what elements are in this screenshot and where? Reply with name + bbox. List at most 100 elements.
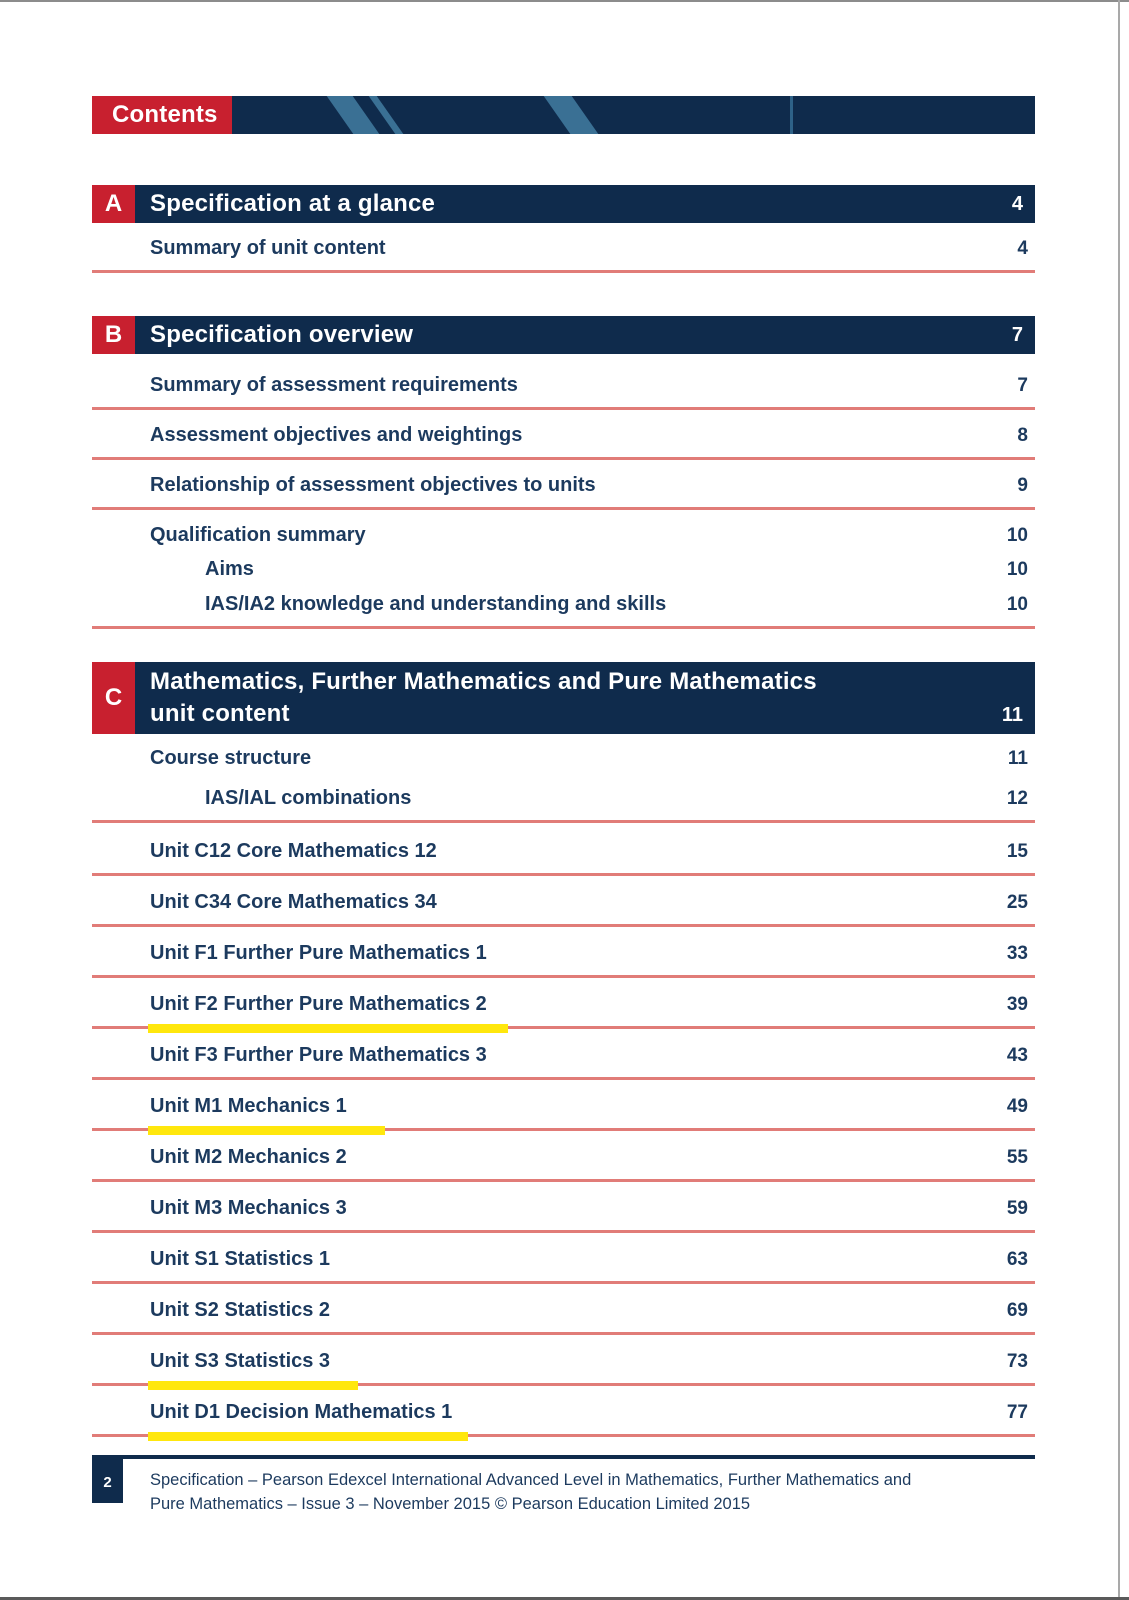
- toc-entry-page: 11: [1007, 748, 1028, 769]
- toc-entry[interactable]: Course structure 11: [92, 747, 1035, 770]
- toc-entry-page: 77: [1006, 1402, 1028, 1423]
- toc-entry-label: IAS/IA2 knowledge and understanding and …: [205, 593, 667, 615]
- entry-rule: [92, 820, 1035, 823]
- toc-entry-label: Summary of unit content: [150, 237, 386, 259]
- toc-entry-label: Unit C12 Core Mathematics 12: [150, 840, 437, 862]
- toc-entry[interactable]: Summary of assessment requirements 7: [92, 374, 1035, 410]
- toc-entry[interactable]: Unit S2 Statistics 2 69: [92, 1299, 1035, 1335]
- section-bar-body: Mathematics, Further Mathematics and Pur…: [135, 662, 1035, 734]
- toc-entry-label: Relationship of assessment objectives to…: [150, 474, 596, 496]
- toc-entry[interactable]: Aims 10: [92, 558, 1035, 581]
- section-letter: B: [92, 316, 135, 354]
- section-bar-c[interactable]: C Mathematics, Further Mathematics and P…: [92, 662, 1035, 734]
- toc-entry-label: IAS/IAL combinations: [205, 787, 412, 809]
- toc-content: Contents A Specification at a glance 4 S…: [92, 0, 1035, 1441]
- toc-entry-label: Course structure: [150, 747, 312, 769]
- entry-rule: [92, 507, 1035, 510]
- toc-entry[interactable]: Relationship of assessment objectives to…: [92, 474, 1035, 510]
- footer-rule: [92, 1455, 1035, 1459]
- entry-rule: [92, 1026, 1035, 1029]
- toc-entry-label: Unit M3 Mechanics 3: [150, 1197, 347, 1219]
- toc-entry-page: 55: [1006, 1147, 1028, 1168]
- toc-entry-page: 63: [1006, 1249, 1028, 1270]
- toc-entry-page: 15: [1006, 841, 1028, 862]
- toc-entry[interactable]: Unit S3 Statistics 3 73: [92, 1350, 1035, 1390]
- toc-entry-page: 25: [1006, 892, 1028, 913]
- entry-rule: [92, 1179, 1035, 1182]
- toc-entry-label: Summary of assessment requirements: [150, 374, 518, 396]
- page-edge-right: [1118, 0, 1120, 1600]
- toc-entry[interactable]: Unit C34 Core Mathematics 34 25: [92, 891, 1035, 927]
- section-title-line2: unit content: [150, 700, 290, 727]
- toc-entry[interactable]: Summary of unit content 4: [92, 237, 1035, 273]
- toc-entry-label: Unit M2 Mechanics 2: [150, 1146, 347, 1168]
- toc-entry-page: 49: [1006, 1096, 1028, 1117]
- header-stripe-band: [232, 96, 1035, 134]
- toc-entry-page: 73: [1006, 1351, 1028, 1372]
- toc-entry-page: 10: [1006, 594, 1028, 615]
- toc-entry-page: 8: [1017, 425, 1028, 446]
- entry-rule: [92, 1128, 1035, 1131]
- toc-entry-page: 43: [1006, 1045, 1028, 1066]
- entry-rule: [92, 1332, 1035, 1335]
- toc-entry-page: 69: [1006, 1300, 1028, 1321]
- section-bar-body: Specification at a glance 4: [135, 185, 1035, 223]
- contents-header-bar: Contents: [92, 96, 1035, 134]
- vertical-accent-line: [790, 96, 793, 134]
- toc-entry[interactable]: Unit M3 Mechanics 3 59: [92, 1197, 1035, 1233]
- highlight-marker: [148, 1381, 358, 1390]
- entry-rule: [92, 924, 1035, 927]
- footer-page-number-badge: 2: [92, 1455, 123, 1503]
- section-title: Mathematics, Further Mathematics and Pur…: [150, 664, 1002, 732]
- diagonal-stripe-icon: [538, 96, 604, 134]
- toc-entry-page: 12: [1006, 788, 1028, 809]
- entry-rule: [92, 1230, 1035, 1233]
- toc-entry[interactable]: Qualification summary 10: [92, 524, 1035, 547]
- toc-entry[interactable]: Unit M1 Mechanics 1 49: [92, 1095, 1035, 1135]
- toc-entry-page: 39: [1006, 994, 1028, 1015]
- toc-entry[interactable]: Unit F3 Further Pure Mathematics 3 43: [92, 1044, 1035, 1080]
- toc-entry-label: Qualification summary: [150, 524, 366, 546]
- section-page-number: 11: [1001, 704, 1023, 726]
- toc-entry-label: Unit M1 Mechanics 1: [150, 1095, 347, 1117]
- section-bar-b[interactable]: B Specification overview 7: [92, 316, 1035, 354]
- toc-entry[interactable]: Unit F1 Further Pure Mathematics 1 33: [92, 942, 1035, 978]
- section-bar-body: Specification overview 7: [135, 316, 1035, 354]
- toc-entry-page: 4: [1017, 238, 1028, 259]
- entry-rule: [92, 1434, 1035, 1437]
- footer-text: Specification – Pearson Edexcel Internat…: [150, 1459, 1035, 1516]
- section-title-line1: Mathematics, Further Mathematics and Pur…: [150, 668, 817, 695]
- toc-entry[interactable]: Unit M2 Mechanics 2 55: [92, 1146, 1035, 1182]
- entry-rule: [92, 457, 1035, 460]
- section-page-number: 7: [1011, 323, 1023, 346]
- entry-rule: [92, 407, 1035, 410]
- toc-entry-page: 7: [1017, 375, 1028, 396]
- entry-rule: [92, 1077, 1035, 1080]
- toc-entry[interactable]: Unit S1 Statistics 1 63: [92, 1248, 1035, 1284]
- toc-entry-label: Unit S2 Statistics 2: [150, 1299, 331, 1321]
- section-page-number: 4: [1011, 192, 1023, 215]
- section-bar-a[interactable]: A Specification at a glance 4: [92, 185, 1035, 223]
- entry-rule: [92, 1383, 1035, 1386]
- toc-entry-label: Unit S3 Statistics 3: [150, 1350, 331, 1372]
- toc-entry-label: Unit F1 Further Pure Mathematics 1: [150, 942, 487, 964]
- toc-entry-page: 9: [1017, 475, 1028, 496]
- toc-entry-page: 10: [1006, 559, 1028, 580]
- toc-entry-label: Unit F3 Further Pure Mathematics 3: [150, 1044, 487, 1066]
- toc-entry[interactable]: Unit F2 Further Pure Mathematics 2 39: [92, 993, 1035, 1033]
- toc-entry[interactable]: Unit D1 Decision Mathematics 1 77: [92, 1401, 1035, 1441]
- toc-entry[interactable]: IAS/IAL combinations 12: [92, 787, 1035, 823]
- highlight-marker: [148, 1432, 468, 1441]
- toc-entry[interactable]: IAS/IA2 knowledge and understanding and …: [92, 593, 1035, 629]
- entry-rule: [92, 270, 1035, 273]
- toc-entry-label: Assessment objectives and weightings: [150, 424, 523, 446]
- footer-text-line2: Pure Mathematics – Issue 3 – November 20…: [150, 1495, 751, 1513]
- toc-entry[interactable]: Unit C12 Core Mathematics 12 15: [92, 840, 1035, 876]
- highlight-marker: [148, 1024, 508, 1033]
- section-letter: C: [92, 662, 135, 734]
- entry-rule: [92, 626, 1035, 629]
- toc-entry-label: Unit C34 Core Mathematics 34: [150, 891, 437, 913]
- page-edge-bottom: [0, 1597, 1129, 1600]
- toc-entry[interactable]: Assessment objectives and weightings 8: [92, 424, 1035, 460]
